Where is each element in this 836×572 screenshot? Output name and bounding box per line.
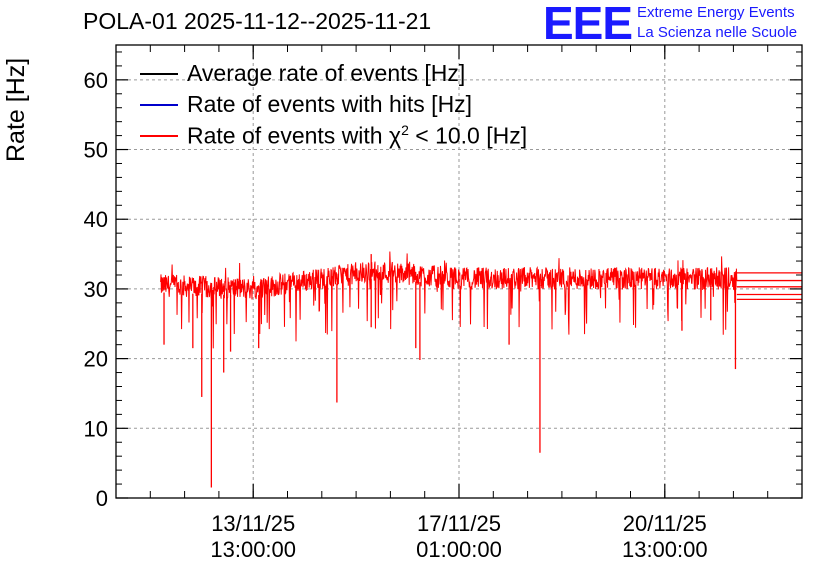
- legend: Average rate of events [Hz] Rate of even…: [140, 58, 527, 151]
- x-tick-time-2: 13:00:00: [622, 537, 708, 562]
- legend-entry-hits: Rate of events with hits [Hz]: [140, 89, 527, 120]
- legend-entry-chi2: Rate of events with χ2 < 10.0 [Hz]: [140, 120, 527, 151]
- eee-logo: EEE: [543, 0, 633, 49]
- legend-swatch-hits: [140, 103, 178, 106]
- axes: 010203040506013/11/2513:00:0017/11/2501:…: [84, 45, 803, 562]
- y-tick-label-0: 0: [96, 486, 108, 511]
- series-rate-chi2: [160, 251, 802, 488]
- legend-swatch-chi2: [140, 134, 178, 137]
- x-tick-date-2: 20/11/25: [623, 511, 707, 536]
- series-line-chi2: [160, 251, 738, 349]
- y-tick-label-10: 10: [84, 416, 108, 441]
- legend-label-chi2-symbol: χ: [389, 122, 402, 149]
- legend-label-chi2: Rate of events with χ2 < 10.0 [Hz]: [187, 122, 527, 150]
- x-tick-date-0: 13/11/25: [211, 511, 295, 536]
- x-tick-time-1: 01:00:00: [416, 537, 502, 562]
- org-name-line1: Extreme Energy Events: [637, 4, 795, 21]
- legend-label-average: Average rate of events [Hz]: [187, 60, 466, 86]
- legend-swatch-average: [140, 72, 178, 75]
- chart-title: POLA-01 2025-11-12--2025-11-21: [83, 8, 432, 34]
- y-axis-label: Rate [Hz]: [2, 57, 30, 162]
- legend-entry-average: Average rate of events [Hz]: [140, 58, 527, 89]
- org-name-line2: La Scienza nelle Scuole: [637, 24, 798, 41]
- legend-label-chi2-tail: < 10.0 [Hz]: [408, 122, 528, 149]
- y-tick-label-30: 30: [84, 277, 108, 302]
- y-tick-label-50: 50: [84, 138, 108, 163]
- x-tick-time-0: 13:00:00: [210, 537, 296, 562]
- y-tick-label-60: 60: [84, 68, 108, 93]
- x-tick-date-1: 17/11/25: [417, 511, 501, 536]
- legend-label-chi2-sup: 2: [401, 121, 409, 138]
- y-tick-label-40: 40: [84, 207, 108, 232]
- y-tick-label-20: 20: [84, 347, 108, 372]
- legend-label-chi2-main: Rate of events with: [187, 122, 389, 149]
- legend-label-hits: Rate of events with hits [Hz]: [187, 91, 473, 117]
